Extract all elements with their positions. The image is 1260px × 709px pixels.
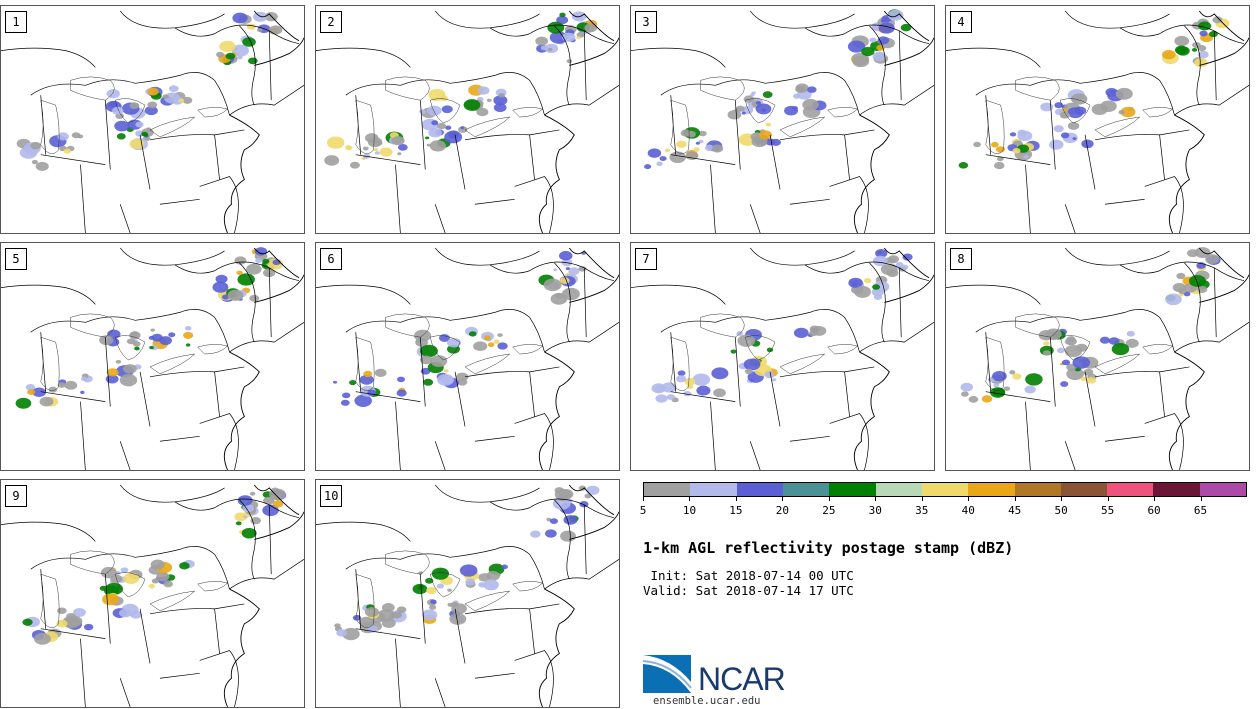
colorbar-ticks: 5 10 15 20 25 30 35 40 45 50 55 60 65	[639, 497, 1247, 517]
colorbar-tick-label: 5	[639, 504, 647, 517]
colorbar-tick-label: 60	[1147, 504, 1161, 517]
colorbar-tick-mark	[643, 497, 644, 501]
colorbar-segment	[875, 483, 922, 496]
colorbar-tick-label: 40	[961, 504, 975, 517]
colorbar-tick-label: 20	[775, 504, 789, 517]
member-number-label: 9	[5, 485, 27, 507]
colorbar-segment	[1153, 483, 1200, 496]
colorbar-segment	[644, 483, 691, 496]
member-number-label: 10	[320, 485, 343, 507]
colorbar-tick-mark	[875, 497, 877, 501]
colorbar-tick-mark	[689, 497, 691, 501]
ensemble-member-panel: 4	[945, 5, 1250, 234]
colorbar-tick-mark	[1014, 497, 1016, 501]
reflectivity-colorbar	[643, 482, 1247, 497]
ncar-logo-icon	[643, 655, 692, 693]
colorbar-segment	[1060, 483, 1108, 496]
ensemble-member-panel: 8	[945, 242, 1250, 471]
radar-map	[1, 10, 304, 233]
radar-map	[316, 247, 619, 470]
colorbar-tick-mark	[782, 497, 784, 501]
colorbar-tick-mark	[921, 497, 923, 501]
colorbar-segment	[829, 483, 876, 496]
ensemble-member-panel: 1	[0, 5, 305, 234]
colorbar-tick-label: 45	[1008, 504, 1022, 517]
radar-map	[946, 10, 1249, 233]
radar-map	[946, 247, 1249, 470]
colorbar-tick-mark	[1061, 497, 1063, 501]
colorbar-tick-mark	[735, 497, 737, 501]
colorbar-tick-label: 15	[729, 504, 743, 517]
colorbar-tick-mark	[968, 497, 970, 501]
ncar-logo-text: NCAR	[698, 661, 786, 697]
radar-map	[1, 484, 304, 707]
colorbar-segment	[1014, 483, 1061, 496]
ensemble-member-panel: 6	[315, 242, 620, 471]
ensemble-member-panel: 5	[0, 242, 305, 471]
colorbar-tick-mark	[1107, 497, 1109, 501]
colorbar-segment	[782, 483, 830, 496]
member-number-label: 5	[5, 248, 27, 270]
valid-time: Valid: Sat 2018-07-14 17 UTC	[643, 583, 854, 598]
member-number-label: 7	[635, 248, 657, 270]
ensemble-member-panel: 10	[315, 479, 620, 708]
radar-map	[631, 9, 934, 233]
colorbar-segment	[690, 483, 737, 496]
radar-map	[316, 484, 619, 707]
ensemble-member-panel: 7	[630, 242, 935, 471]
colorbar-tick-mark	[828, 497, 830, 501]
logo-url: ensemble.ucar.edu	[653, 695, 761, 707]
member-number-label: 3	[635, 11, 657, 33]
colorbar-tick-label: 50	[1054, 504, 1068, 517]
colorbar-tick-label: 25	[822, 504, 836, 517]
member-number-label: 8	[950, 248, 972, 270]
ensemble-member-panel: 2	[315, 5, 620, 234]
member-number-label: 2	[320, 11, 342, 33]
colorbar-tick-label: 10	[682, 504, 697, 517]
colorbar-tick-mark	[1154, 497, 1156, 501]
init-time: Init: Sat 2018-07-14 00 UTC	[643, 568, 854, 583]
colorbar-tick-mark	[1200, 497, 1202, 501]
colorbar-segment	[736, 483, 783, 496]
radar-map	[316, 10, 619, 233]
colorbar-tick-label: 30	[868, 504, 882, 517]
member-number-label: 1	[5, 11, 27, 33]
ensemble-member-panel: 3	[630, 5, 935, 234]
colorbar-segment	[921, 483, 969, 496]
radar-map	[631, 247, 934, 470]
ensemble-member-panel: 9	[0, 479, 305, 708]
colorbar-segment	[1199, 483, 1247, 496]
colorbar-segment	[1107, 483, 1154, 496]
colorbar-segment	[968, 483, 1015, 496]
colorbar-tick-label: 55	[1100, 504, 1115, 517]
colorbar-tick-label: 35	[915, 504, 929, 517]
figure-title: 1-km AGL reflectivity postage stamp (dBZ…	[643, 539, 1014, 557]
radar-map	[1, 247, 304, 470]
colorbar-tick-label: 65	[1193, 504, 1208, 517]
member-number-label: 4	[950, 11, 972, 33]
member-number-label: 6	[320, 248, 342, 270]
